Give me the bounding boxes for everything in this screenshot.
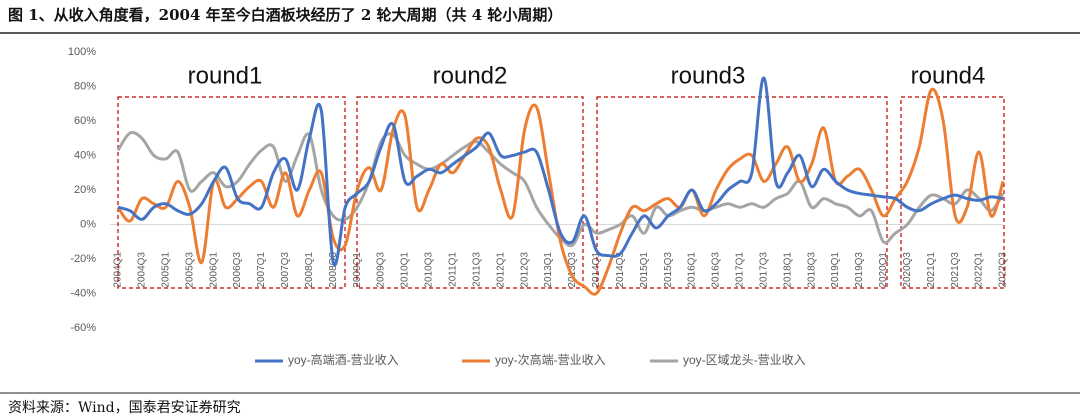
x-tick-label: 2004Q1 bbox=[113, 252, 124, 288]
y-tick-label: -40% bbox=[70, 287, 96, 299]
x-tick-label: 2011Q3 bbox=[471, 252, 482, 287]
x-tick-label: 2015Q3 bbox=[663, 252, 674, 288]
x-tick-label: 2007Q3 bbox=[280, 252, 291, 288]
y-tick-label: 20% bbox=[74, 184, 96, 196]
source: 资料来源：Wind，国泰君安证券研究 bbox=[8, 400, 241, 416]
x-tick-label: 2015Q1 bbox=[639, 252, 650, 288]
series-line bbox=[116, 87, 1005, 296]
x-tick-label: 2013Q1 bbox=[543, 252, 554, 288]
x-tick-label: 2016Q1 bbox=[687, 252, 698, 288]
x-tick-label: 2021Q3 bbox=[950, 252, 961, 288]
y-tick-label: 60% bbox=[74, 115, 96, 127]
x-tick-label: 2007Q1 bbox=[256, 252, 267, 288]
x-tick-label: 2011Q1 bbox=[448, 252, 459, 287]
y-tick-label: 100% bbox=[68, 46, 96, 58]
legend-label: yoy-区域龙头-营业收入 bbox=[683, 353, 806, 367]
x-tick-label: 2008Q1 bbox=[304, 252, 315, 288]
round-label: round2 bbox=[433, 62, 508, 89]
x-tick-label: 2016Q3 bbox=[711, 252, 722, 288]
x-tick-label: 2010Q1 bbox=[400, 252, 411, 288]
chart-title: 图 1、从收入角度看，2004 年至今白酒板块经历了 2 轮大周期（共 4 轮小… bbox=[8, 6, 562, 24]
x-tick-label: 2012Q1 bbox=[495, 252, 506, 288]
x-tick-label: 2005Q1 bbox=[160, 252, 171, 288]
x-tick-label: 2020Q1 bbox=[878, 252, 889, 288]
y-tick-label: 80% bbox=[74, 80, 96, 92]
x-tick-label: 2019Q1 bbox=[830, 252, 841, 288]
legend-label: yoy-次高端-营业收入 bbox=[495, 352, 606, 367]
y-tick-label: -60% bbox=[70, 322, 96, 334]
x-tick-label: 2006Q3 bbox=[232, 252, 243, 288]
x-tick-label: 2019Q3 bbox=[854, 252, 865, 288]
y-tick-label: 0% bbox=[80, 218, 96, 230]
x-tick-label: 2018Q1 bbox=[782, 252, 793, 288]
round-box bbox=[117, 96, 346, 289]
x-tick-label: 2021Q1 bbox=[926, 252, 937, 288]
x-tick-label: 2018Q3 bbox=[806, 252, 817, 288]
x-tick-label: 2020Q3 bbox=[902, 252, 913, 288]
round-label: round1 bbox=[188, 62, 263, 89]
x-tick-label: 2017Q3 bbox=[758, 252, 769, 288]
legend-label: yoy-高端酒-营业收入 bbox=[288, 352, 399, 367]
x-tick-label: 2014Q3 bbox=[615, 252, 626, 288]
x-tick-label: 2005Q3 bbox=[184, 252, 195, 288]
x-tick-label: 2010Q3 bbox=[424, 252, 435, 288]
y-tick-label: 40% bbox=[74, 149, 96, 161]
y-tick-label: -20% bbox=[70, 253, 96, 265]
x-tick-label: 2013Q3 bbox=[567, 252, 578, 288]
x-tick-label: 2022Q3 bbox=[998, 252, 1009, 288]
round-label: round4 bbox=[911, 62, 986, 89]
x-tick-label: 2008Q3 bbox=[328, 252, 339, 288]
round-label: round3 bbox=[671, 62, 746, 89]
x-tick-label: 2014Q1 bbox=[591, 252, 602, 288]
x-tick-label: 2022Q1 bbox=[974, 252, 985, 288]
x-tick-label: 2017Q1 bbox=[735, 252, 746, 288]
x-tick-label: 2012Q3 bbox=[519, 252, 530, 288]
series-line bbox=[117, 76, 1004, 267]
x-tick-label: 2009Q3 bbox=[376, 252, 387, 288]
round-box bbox=[596, 96, 888, 289]
x-tick-label: 2006Q1 bbox=[208, 252, 219, 288]
x-tick-label: 2004Q3 bbox=[137, 252, 148, 288]
